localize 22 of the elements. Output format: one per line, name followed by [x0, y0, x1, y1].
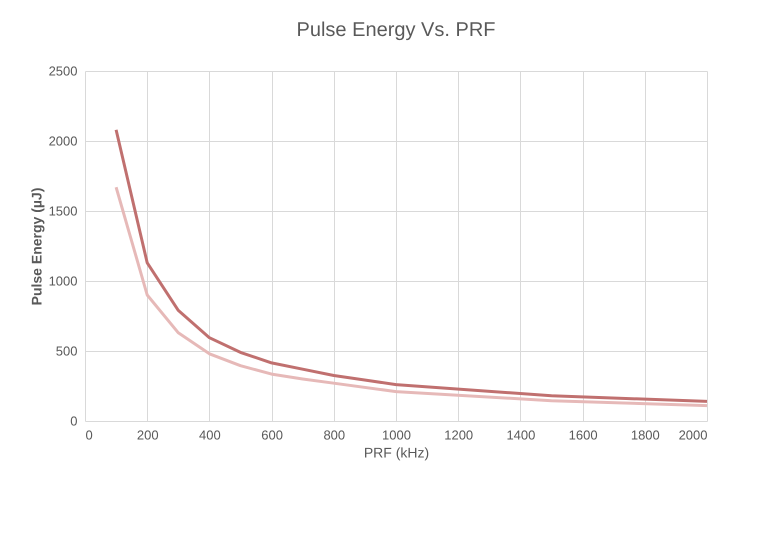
- x-tick-label: 600: [261, 428, 283, 442]
- x-tick-label: 1800: [630, 428, 660, 442]
- x-tick-label: 800: [323, 428, 346, 442]
- x-tick-label: 1600: [568, 428, 598, 442]
- x-tick-label: 400: [199, 428, 221, 442]
- y-tick-label: 1000: [48, 274, 78, 288]
- y-axis-title: Pulse Energy (µJ): [28, 188, 45, 306]
- y-tick-label: 0: [70, 414, 78, 428]
- x-tick-label: 2000: [678, 428, 708, 442]
- y-tick-label: 2000: [48, 134, 78, 148]
- chart-title: Pulse Energy Vs. PRF: [296, 19, 496, 41]
- x-tick-label: 1000: [382, 428, 411, 442]
- x-tick-label: 1400: [506, 428, 536, 442]
- x-tick-label: 200: [136, 428, 159, 442]
- x-tick-label: 1200: [444, 428, 474, 442]
- line-series: [114, 128, 708, 403]
- y-tick-label: 1500: [48, 204, 78, 218]
- x-tick-label: 0: [86, 428, 93, 442]
- x-axis-title: PRF (kHz): [364, 444, 430, 460]
- y-tick-label: 500: [56, 344, 78, 358]
- y-tick-label: 2500: [48, 64, 78, 78]
- line-series: [114, 186, 708, 408]
